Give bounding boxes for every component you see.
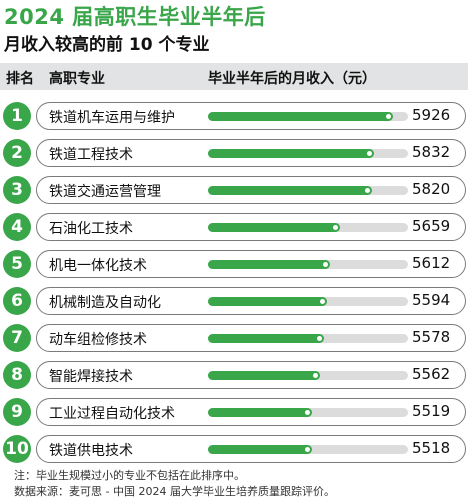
footnote: 注：毕业生规模过小的专业不包括在此排序中。 xyxy=(14,469,245,482)
table-header: 排名 高职专业 毕业半年后的月收入（元） xyxy=(0,63,468,90)
bar-end-dot xyxy=(333,225,338,230)
rank-badge: 1 xyxy=(3,102,31,130)
table-row: 1 铁道机车运用与维护 5926 xyxy=(0,102,468,130)
income-bar xyxy=(208,112,393,121)
bar-end-dot xyxy=(367,151,372,156)
income-value: 5820 xyxy=(412,180,451,198)
bar-end-dot xyxy=(305,447,310,452)
major-name: 铁道机车运用与维护 xyxy=(49,110,175,126)
rank-badge: 5 xyxy=(3,250,31,278)
major-name: 机械制造及自动化 xyxy=(49,295,161,311)
data-source: 数据来源：麦可思 - 中国 2024 届大学毕业生培养质量跟踪评价。 xyxy=(14,485,335,498)
bar-track xyxy=(208,112,408,121)
bar-end-dot xyxy=(323,262,328,267)
major-name: 铁道交通运营管理 xyxy=(49,184,161,200)
bar-track xyxy=(208,445,408,454)
bar-end-dot xyxy=(317,336,322,341)
bar-track xyxy=(208,186,408,195)
income-bar xyxy=(208,186,372,195)
table-row: 10 铁道供电技术 5518 xyxy=(0,435,468,463)
income-value: 5594 xyxy=(412,291,451,309)
rank-badge: 7 xyxy=(3,324,31,352)
income-value: 5519 xyxy=(412,402,451,420)
rank-badge: 8 xyxy=(3,361,31,389)
rank-badge: 3 xyxy=(3,176,31,204)
major-name: 智能焊接技术 xyxy=(49,369,133,385)
rank-badge: 10 xyxy=(3,435,31,463)
bar-end-dot xyxy=(365,188,370,193)
income-value: 5518 xyxy=(412,439,451,457)
table-row: 7 动车组检修技术 5578 xyxy=(0,324,468,352)
bar-end-dot xyxy=(386,114,391,119)
table-row: 8 智能焊接技术 5562 xyxy=(0,361,468,389)
bar-track xyxy=(208,334,408,343)
bar-end-dot xyxy=(313,373,318,378)
header-major: 高职专业 xyxy=(49,71,105,87)
bar-track xyxy=(208,149,408,158)
bar-end-dot xyxy=(320,299,325,304)
income-bar xyxy=(208,223,340,232)
rank-badge: 6 xyxy=(3,287,31,315)
major-name: 铁道供电技术 xyxy=(49,443,133,459)
rank-badge: 9 xyxy=(3,398,31,426)
major-name: 石油化工技术 xyxy=(49,221,133,237)
chart-title: 2024 届高职生毕业半年后 xyxy=(4,5,266,29)
bar-track xyxy=(208,371,408,380)
income-value: 5926 xyxy=(412,106,451,124)
major-name: 铁道工程技术 xyxy=(49,147,133,163)
income-bar xyxy=(208,371,320,380)
major-name: 工业过程自动化技术 xyxy=(49,406,175,422)
table-row: 2 铁道工程技术 5832 xyxy=(0,139,468,167)
income-bar xyxy=(208,149,374,158)
bar-track xyxy=(208,223,408,232)
table-row: 5 机电一体化技术 5612 xyxy=(0,250,468,278)
income-value: 5659 xyxy=(412,217,451,235)
table-row: 9 工业过程自动化技术 5519 xyxy=(0,398,468,426)
bar-end-dot xyxy=(305,410,310,415)
rank-badge: 2 xyxy=(3,139,31,167)
bar-track xyxy=(208,260,408,269)
income-value: 5832 xyxy=(412,143,451,161)
bar-track xyxy=(208,297,408,306)
income-value: 5578 xyxy=(412,328,451,346)
income-bar xyxy=(208,260,330,269)
income-value: 5612 xyxy=(412,254,451,272)
table-row: 3 铁道交通运营管理 5820 xyxy=(0,176,468,204)
header-rank: 排名 xyxy=(6,71,34,87)
table-row: 4 石油化工技术 5659 xyxy=(0,213,468,241)
bar-track xyxy=(208,408,408,417)
income-bar xyxy=(208,445,312,454)
major-name: 动车组检修技术 xyxy=(49,332,147,348)
header-income: 毕业半年后的月收入（元） xyxy=(208,71,376,87)
income-bar xyxy=(208,408,312,417)
income-value: 5562 xyxy=(412,365,451,383)
table-row: 6 机械制造及自动化 5594 xyxy=(0,287,468,315)
chart-subtitle: 月收入较高的前 10 个专业 xyxy=(4,35,210,55)
income-bar xyxy=(208,334,324,343)
income-bar xyxy=(208,297,327,306)
rank-badge: 4 xyxy=(3,213,31,241)
major-name: 机电一体化技术 xyxy=(49,258,147,274)
